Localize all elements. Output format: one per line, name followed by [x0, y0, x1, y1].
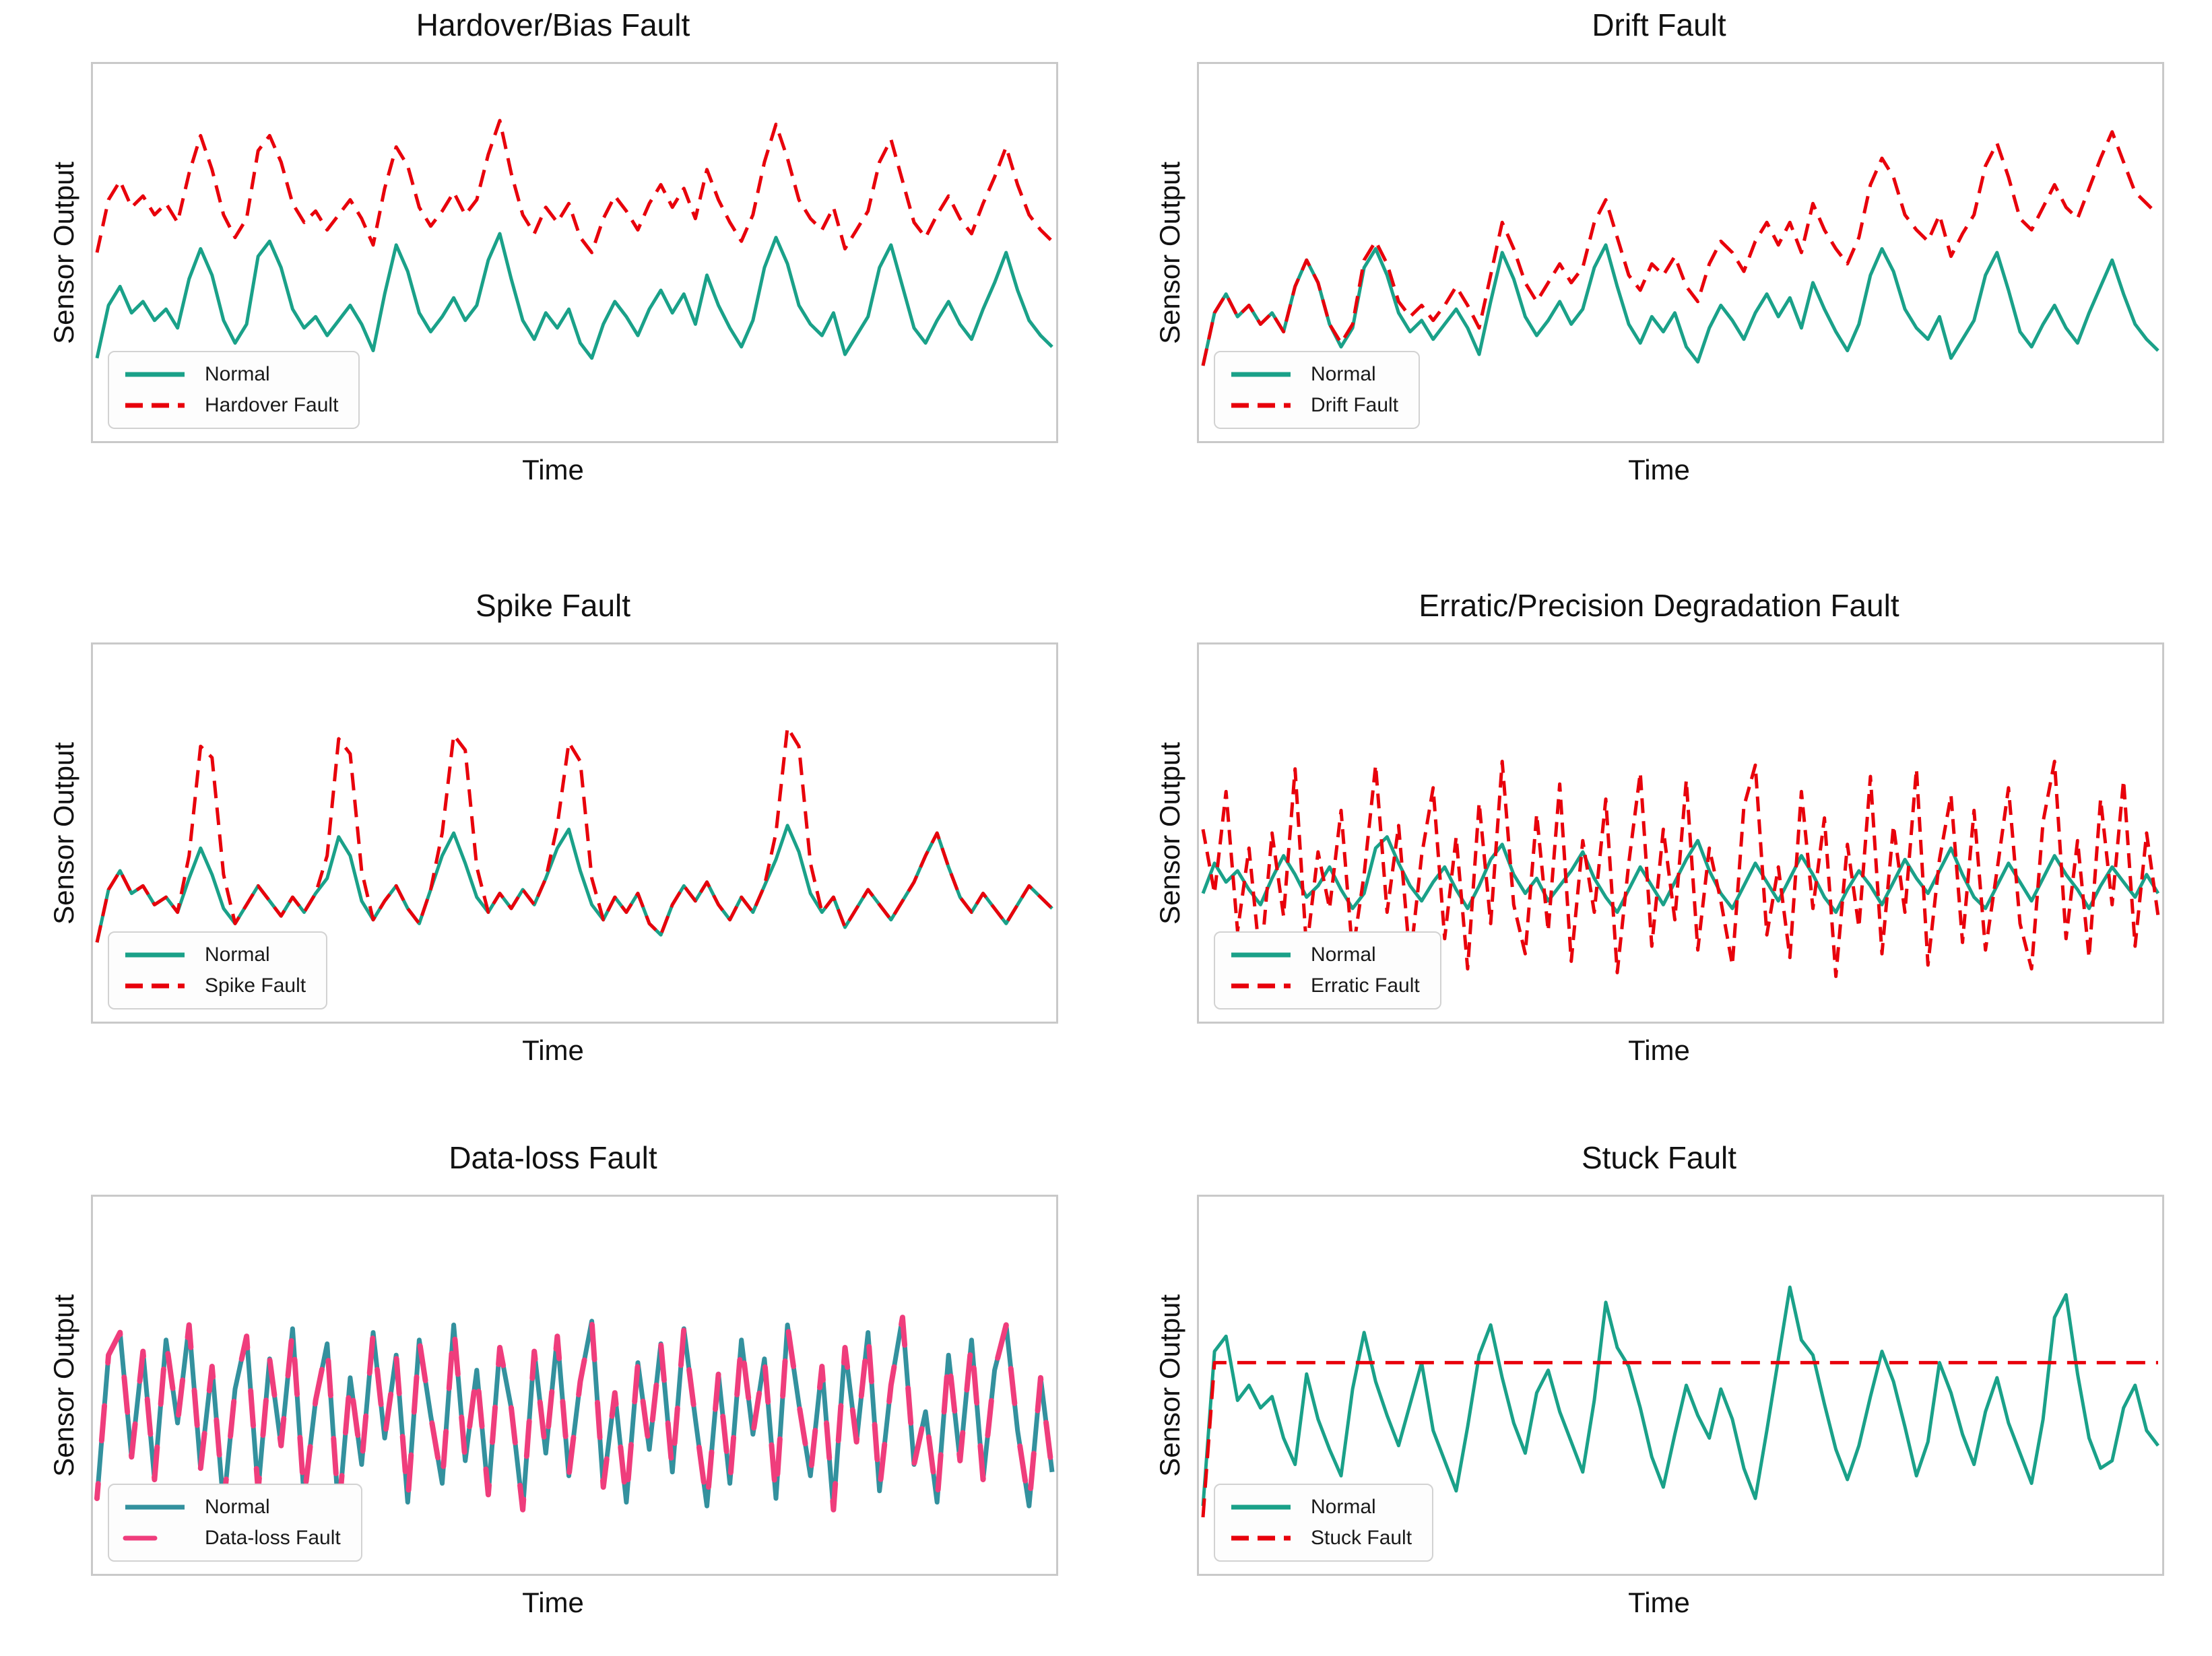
legend-line-sample: [1231, 403, 1291, 408]
legend-label: Stuck Fault: [1311, 1527, 1412, 1549]
legend-label: Normal: [1311, 943, 1376, 966]
chart-cell-spike: Spike Fault Sensor Output Normal Spike F…: [0, 552, 1106, 1104]
plot-area: Normal Hardover Fault: [91, 62, 1058, 443]
legend-line-sample: [125, 403, 185, 408]
chart-title: Hardover/Bias Fault: [416, 7, 690, 42]
legend: Normal Stuck Fault: [1214, 1484, 1434, 1562]
legend-item: Data-loss Fault: [123, 1527, 341, 1550]
legend-item: Normal: [1229, 1496, 1412, 1519]
legend: Normal Drift Fault: [1214, 351, 1421, 429]
legend-item: Spike Fault: [123, 974, 306, 997]
chart-title: Erratic/Precision Degradation Fault: [1419, 588, 1899, 623]
plot-svg: [1201, 130, 2159, 366]
chart-title: Data-loss Fault: [449, 1140, 657, 1175]
x-axis-label: Time: [1628, 1587, 1690, 1618]
chart-title: Drift Fault: [1592, 7, 1726, 42]
legend-label: Normal: [205, 943, 270, 966]
legend-line-sample: [125, 983, 185, 989]
plot-area: Normal Spike Fault: [91, 642, 1058, 1024]
legend: Normal Erratic Fault: [1214, 931, 1441, 1009]
legend-label: Drift Fault: [1311, 394, 1399, 416]
chart-title: Spike Fault: [475, 588, 631, 623]
legend-line-sample: [1231, 372, 1291, 377]
y-axis-label: Sensor Output: [48, 161, 79, 344]
y-axis-label: Sensor Output: [1154, 1294, 1185, 1477]
legend-line-sample: [1231, 1535, 1291, 1541]
legend-item: Hardover Fault: [123, 394, 338, 417]
legend-item: Normal: [123, 363, 338, 386]
legend-item: Normal: [1229, 943, 1420, 966]
legend-label: Normal: [205, 1496, 270, 1518]
legend-label: Spike Fault: [205, 974, 306, 997]
x-axis-label: Time: [522, 1034, 584, 1066]
legend-label: Normal: [1311, 363, 1376, 385]
legend-line-sample: [125, 372, 185, 377]
legend-label: Hardover Fault: [205, 394, 339, 416]
legend-line-sample: [125, 952, 185, 958]
plot-row: Sensor Output Normal Hardover Fault: [48, 62, 1058, 443]
plot-area: Normal Drift Fault: [1197, 62, 2164, 443]
legend: Normal Spike Fault: [108, 931, 328, 1009]
plot-svg: [94, 1315, 1055, 1517]
x-axis-label: Time: [522, 1587, 584, 1618]
plot-svg: [95, 119, 1053, 360]
legend-label: Normal: [1311, 1496, 1376, 1518]
legend-line-sample: [1231, 1504, 1291, 1510]
legend-line-sample: [123, 1535, 158, 1541]
legend-label: Data-loss Fault: [205, 1527, 341, 1549]
y-axis-label: Sensor Output: [1154, 741, 1185, 925]
legend: Normal Hardover Fault: [108, 351, 360, 429]
x-axis-label: Time: [1628, 1034, 1690, 1066]
plot-row: Sensor Output Normal Drift Fault: [1154, 62, 2164, 443]
plot-row: Sensor Output Normal Data-loss Fault: [48, 1195, 1058, 1576]
legend-label: Erratic Fault: [1311, 974, 1420, 997]
chart-cell-erratic: Erratic/Precision Degradation Fault Sens…: [1106, 552, 2212, 1104]
legend-label: Normal: [205, 363, 270, 385]
plot-row: Sensor Output Normal Spike Fault: [48, 642, 1058, 1024]
legend-item: Erratic Fault: [1229, 974, 1420, 997]
legend-line-sample: [1231, 952, 1291, 958]
chart-cell-drift: Drift Fault Sensor Output Normal Drift F…: [1106, 0, 2212, 552]
plot-svg: [1201, 760, 2160, 979]
legend-line-sample: [1231, 983, 1291, 989]
legend: Normal Data-loss Fault: [108, 1484, 362, 1562]
y-axis-label: Sensor Output: [48, 741, 79, 925]
plot-svg: [95, 725, 1053, 943]
legend-item: Normal: [1229, 363, 1398, 386]
chart-cell-hardover: Hardover/Bias Fault Sensor Output Normal…: [0, 0, 1106, 552]
legend-item: Stuck Fault: [1229, 1527, 1412, 1550]
y-axis-label: Sensor Output: [1154, 161, 1185, 344]
x-axis-label: Time: [1628, 454, 1690, 486]
legend-item: Normal: [123, 943, 306, 966]
legend-line-sample: [125, 1504, 185, 1510]
plot-row: Sensor Output Normal Erratic Fault: [1154, 642, 2164, 1024]
plot-row: Sensor Output Normal Stuck Fault: [1154, 1195, 2164, 1576]
legend-item: Drift Fault: [1229, 394, 1398, 417]
x-axis-label: Time: [522, 454, 584, 486]
legend-item: Normal: [123, 1496, 341, 1519]
plot-area: Normal Data-loss Fault: [91, 1195, 1058, 1576]
y-axis-label: Sensor Output: [48, 1294, 79, 1477]
chart-title: Stuck Fault: [1581, 1140, 1737, 1175]
plot-area: Normal Stuck Fault: [1197, 1195, 2164, 1576]
plot-area: Normal Erratic Fault: [1197, 642, 2164, 1024]
chart-cell-stuck: Stuck Fault Sensor Output Normal Stuck F…: [1106, 1104, 2212, 1656]
plot-svg: [1201, 1285, 2159, 1518]
chart-cell-dataloss: Data-loss Fault Sensor Output Normal Dat…: [0, 1104, 1106, 1656]
